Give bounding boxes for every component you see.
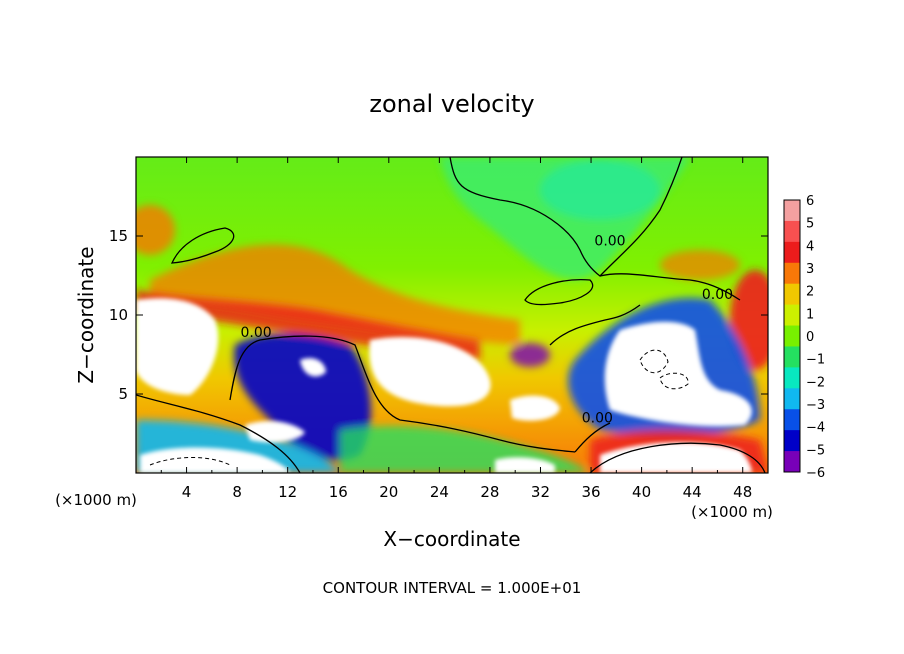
contour-lines <box>136 157 766 473</box>
x-tick-label: 4 <box>182 483 192 501</box>
contour-line <box>574 422 611 453</box>
x-tick-label: 28 <box>480 483 499 501</box>
colorbar-swatch <box>784 451 800 473</box>
contour-line <box>524 279 594 306</box>
colorbar-label: 5 <box>806 217 814 232</box>
field-blobs-blurred <box>136 157 768 473</box>
field-mid-orange-band <box>150 244 520 345</box>
contour-line <box>229 335 576 453</box>
colorbar-label: 3 <box>806 262 814 277</box>
x-axis: 4 8 12 16 20 24 28 32 36 40 44 48 <box>160 157 752 501</box>
colorbar-label: 6 <box>806 194 814 209</box>
x-tick-label: 16 <box>329 483 348 501</box>
colorbar-label: 2 <box>806 285 814 300</box>
x-tick-label: 44 <box>683 483 702 501</box>
white-blob-2 <box>369 336 491 407</box>
colorbar-swatch <box>784 241 800 264</box>
field-blue-left <box>234 333 371 461</box>
colorbar-swatch <box>784 200 800 222</box>
white-blob-3 <box>510 395 560 421</box>
colorbar-label: 0 <box>806 330 814 345</box>
x-tick-label: 8 <box>232 483 242 501</box>
x-tick-label: 40 <box>632 483 651 501</box>
x-unit-right: (×1000 m) <box>691 503 773 521</box>
white-blob-8 <box>300 358 326 377</box>
colorbar-swatch <box>784 262 800 285</box>
contour-label: 0.00 <box>702 287 733 303</box>
field-left-orange <box>136 205 175 255</box>
x-tick-label: 48 <box>733 483 752 501</box>
chart-title: zonal velocity <box>369 90 534 118</box>
colorbar-swatch <box>784 409 800 431</box>
contour-line <box>599 273 741 301</box>
colorbar-swatch <box>784 430 800 452</box>
colorbar-label: 4 <box>806 239 814 254</box>
y-axis: 5 10 15 <box>109 227 768 403</box>
contour-label: 0.00 <box>582 410 613 426</box>
contour-line <box>549 304 641 346</box>
colorbar-label: −1 <box>806 353 825 368</box>
negative-contours <box>149 349 689 466</box>
x-tick-label: 24 <box>430 483 449 501</box>
field-white-blobs <box>136 298 752 473</box>
colorbar-label: 1 <box>806 307 814 322</box>
contour-line-dashed <box>639 349 669 374</box>
colorbar-swatch <box>784 304 800 327</box>
contour-label: 0.00 <box>594 233 625 249</box>
contour-line <box>136 394 301 473</box>
colorbar-swatch <box>784 220 800 243</box>
colorbar-swatch <box>784 346 800 368</box>
y-tick-label: 15 <box>109 227 128 245</box>
colorbar-swatch <box>784 283 800 306</box>
white-blob-4 <box>604 321 752 427</box>
y-tick-label: 5 <box>118 385 128 403</box>
x-tick-label: 12 <box>278 483 297 501</box>
field-cyan-patch <box>540 160 660 220</box>
contour-interval-text: CONTOUR INTERVAL = 1.000E+01 <box>323 579 582 597</box>
contour-line-dashed <box>149 457 231 466</box>
y-axis-label: Z−coordinate <box>74 246 98 383</box>
colorbar-swatch <box>784 388 800 410</box>
y-tick-label: 10 <box>109 306 128 324</box>
contour-line <box>449 157 683 277</box>
colorbar-swatch <box>784 325 800 347</box>
field-purple-spot <box>510 343 550 367</box>
white-blob-1 <box>136 298 219 395</box>
colorbar-frame <box>783 199 801 473</box>
colorbar-label: −3 <box>806 398 825 413</box>
contour-line-dashed <box>659 372 689 390</box>
colorbar-swatch <box>784 367 800 389</box>
colorbar-label: −6 <box>806 466 825 481</box>
contour-label: 0.00 <box>240 325 271 341</box>
x-unit-left: (×1000 m) <box>55 491 137 509</box>
x-axis-label: X−coordinate <box>383 527 520 551</box>
heatmap-field: 0.00 0.00 0.00 0.00 <box>136 157 768 473</box>
field-right-orange <box>660 250 740 280</box>
x-tick-label: 20 <box>379 483 398 501</box>
white-blob-5 <box>245 420 305 443</box>
contour-line <box>589 442 766 473</box>
colorbar-label: −4 <box>806 421 825 436</box>
colorbar-label: −5 <box>806 443 825 458</box>
x-tick-label: 32 <box>531 483 550 501</box>
colorbar-label: −2 <box>806 375 825 390</box>
contour-label-group: 0.00 0.00 0.00 0.00 <box>240 233 733 426</box>
colorbar: 6 5 4 3 2 1 0 −1 −2 −3 −4 −5 −6 <box>783 194 825 481</box>
x-tick-label: 36 <box>581 483 600 501</box>
contour-line <box>170 227 235 264</box>
